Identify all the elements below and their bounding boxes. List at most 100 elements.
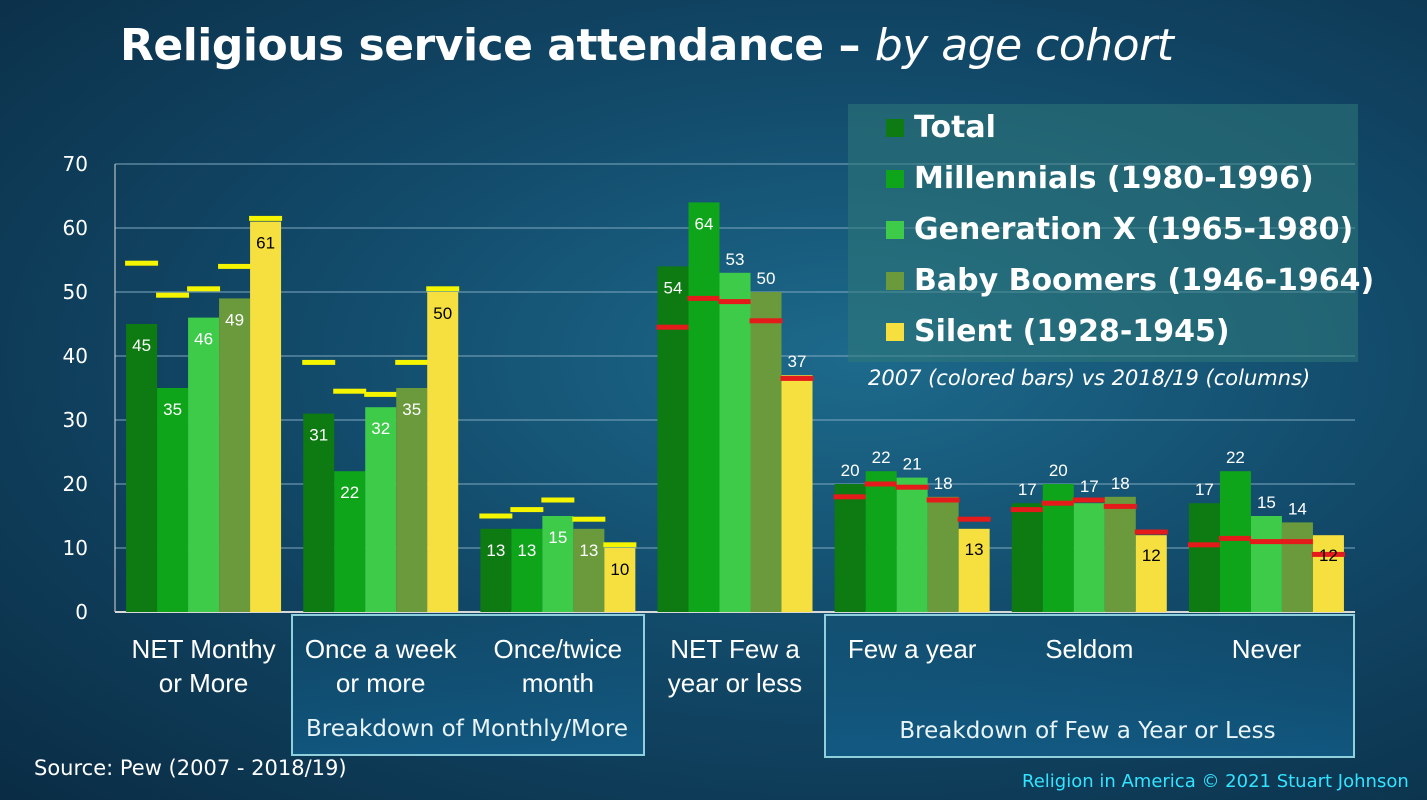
data-label: 17 (1195, 480, 1214, 499)
category-label: NET Monthy or More (119, 632, 289, 700)
legend-label: Silent (1928-1945) (914, 314, 1230, 349)
marker-2007 (656, 324, 690, 330)
category-label-line: NET Few a (670, 634, 800, 664)
group-caption-few: Breakdown of Few a Year or Less (899, 718, 1276, 744)
marker-2007 (1280, 539, 1314, 545)
y-tick-label: 50 (63, 280, 88, 304)
data-label: 53 (726, 250, 745, 269)
bar (157, 388, 189, 612)
marker-2007 (1010, 507, 1044, 513)
data-label: 17 (1018, 480, 1037, 499)
bar (834, 484, 866, 612)
y-tick-label: 20 (63, 472, 88, 496)
category-label: Once a week or more (296, 632, 466, 700)
marker-2007 (541, 497, 575, 503)
bar (334, 471, 366, 612)
marker-2007 (510, 507, 544, 513)
page-title: Religious service attendance – by age co… (120, 20, 1174, 71)
bar (303, 413, 335, 612)
data-label: 37 (788, 352, 807, 371)
data-label: 12 (1142, 546, 1161, 565)
bar (1219, 471, 1251, 612)
y-tick-label: 60 (63, 216, 88, 240)
data-label: 61 (256, 234, 275, 253)
marker-2007 (926, 497, 960, 503)
data-label: 20 (841, 461, 860, 480)
bar (188, 317, 220, 612)
marker-2007 (833, 494, 867, 500)
bar (927, 496, 959, 612)
bar (219, 298, 251, 612)
bar (719, 272, 751, 612)
marker-2007 (895, 484, 929, 490)
category-label-line: Few a year (847, 634, 977, 664)
bar (657, 266, 689, 612)
legend-swatch (886, 322, 904, 341)
marker-2007 (302, 359, 336, 365)
legend-item: Total (886, 110, 996, 145)
data-label: 18 (1111, 474, 1130, 493)
legend-item: Generation X (1965-1980) (886, 212, 1353, 247)
data-label: 10 (610, 560, 629, 579)
data-label: 31 (309, 426, 328, 445)
bar (958, 528, 990, 612)
marker-2007 (333, 388, 367, 394)
marker-2007 (1187, 542, 1221, 548)
bar (1073, 503, 1105, 612)
legend-item: Silent (1928-1945) (886, 314, 1230, 349)
marker-2007 (718, 299, 752, 305)
data-label: 32 (371, 419, 390, 438)
legend-item: Millennials (1980-1996) (886, 161, 1314, 196)
bar (1281, 522, 1313, 612)
category-label-line: Never (1231, 634, 1302, 664)
marker-2007 (864, 481, 898, 487)
category-label: Seldom (1004, 632, 1174, 666)
title-subtitle: by age cohort (874, 20, 1174, 71)
data-label: 21 (903, 455, 922, 474)
marker-2007 (249, 215, 283, 221)
bar (396, 388, 428, 612)
bar (604, 548, 636, 612)
data-label: 64 (695, 214, 714, 233)
data-label: 22 (872, 448, 891, 467)
bar (542, 516, 574, 612)
bar (427, 292, 459, 612)
bar (1135, 535, 1167, 612)
category-label-line: Once/twice (493, 634, 623, 664)
bar (511, 528, 543, 612)
credit-note: Religion in America © 2021 Stuart Johnso… (1022, 771, 1409, 792)
data-label: 13 (579, 541, 598, 560)
data-label: 49 (225, 310, 244, 329)
bar (126, 324, 158, 612)
bar (781, 375, 813, 612)
marker-2007 (1041, 500, 1075, 506)
bar (865, 471, 897, 612)
bar (250, 221, 282, 612)
marker-2007 (687, 295, 721, 301)
legend-item: Baby Boomers (1946-1964) (886, 263, 1374, 298)
marker-2007 (187, 286, 221, 292)
marker-2007 (218, 263, 252, 269)
legend-swatch (886, 169, 904, 188)
legend-label: Millennials (1980-1996) (914, 161, 1314, 196)
marker-2007 (156, 292, 190, 298)
bar (688, 202, 720, 612)
data-label: 35 (163, 400, 182, 419)
category-label-line: Once a week (304, 634, 457, 664)
legend: Total Millennials (1980-1996) Generation X… (848, 104, 1374, 362)
category-label-line: month (521, 668, 594, 698)
category-label-line: or More (158, 668, 249, 698)
marker-2007 (426, 286, 460, 292)
data-label: 22 (340, 483, 359, 502)
data-label: 50 (433, 304, 452, 323)
bar (365, 407, 397, 612)
category-label: Few a year (827, 632, 997, 666)
bar (896, 477, 928, 612)
y-tick-label: 40 (63, 344, 88, 368)
title-main: Religious service attendance – (120, 20, 875, 71)
marker-2007 (1103, 503, 1137, 509)
data-label: 12 (1319, 546, 1338, 565)
data-label: 46 (194, 330, 213, 349)
data-label: 50 (757, 269, 776, 288)
data-label: 54 (664, 278, 683, 297)
